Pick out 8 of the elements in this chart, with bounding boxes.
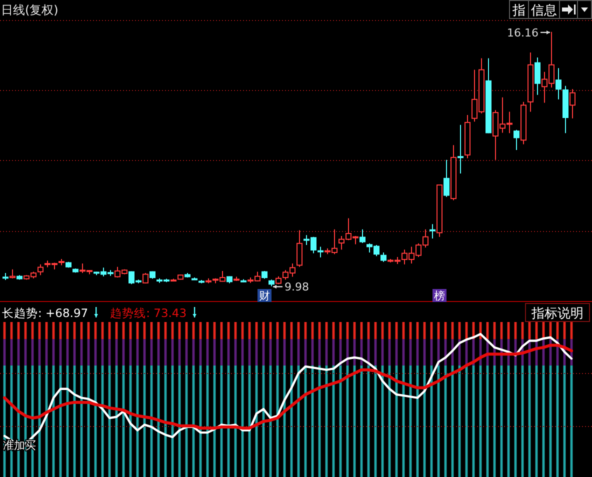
annotation: 16.16 [507,26,538,40]
text: 长趋势: +68.97 [2,306,88,320]
text: 指 [512,4,526,18]
text: 趋势线: 73.43 [110,306,187,320]
annotation: 9.98 [284,280,309,294]
chart-title: 日线(复权) [1,3,58,17]
text: 信息 [531,4,557,18]
text: 指标说明 [530,306,584,322]
